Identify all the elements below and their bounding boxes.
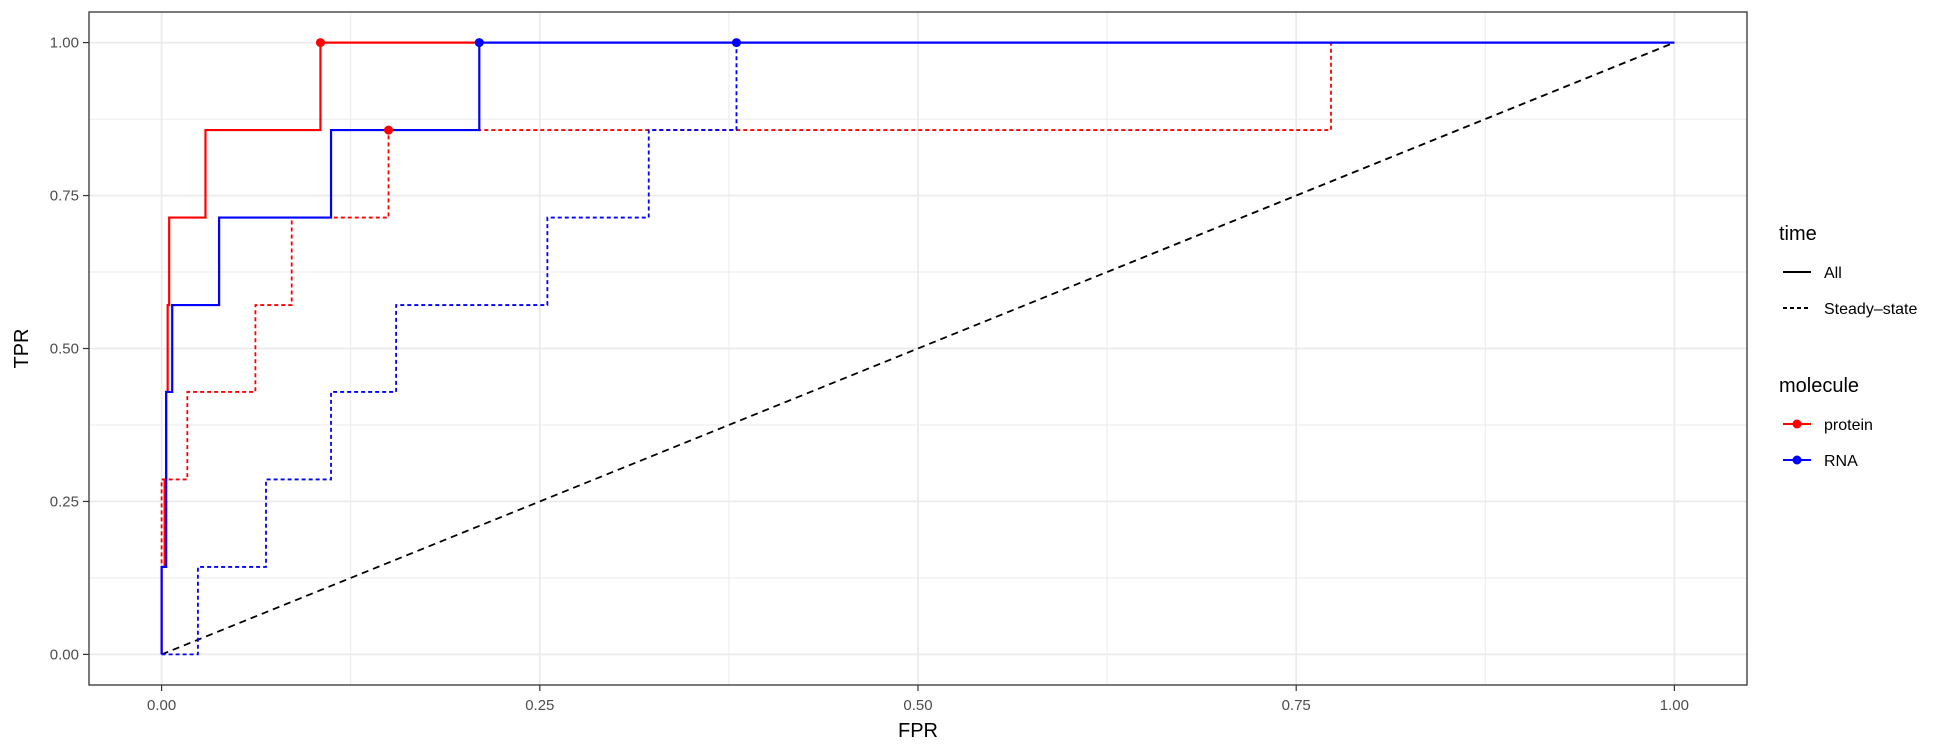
y-axis-ticks: 0.00 0.25 0.50 0.75 1.00 (50, 35, 89, 663)
x-tick-label: 0.25 (525, 697, 554, 714)
roc-curve-rna-all (160, 41, 1675, 655)
roc-series (160, 41, 1675, 656)
y-tick-label: 1.00 (50, 35, 79, 52)
optimal-point-protein-steady-state (384, 125, 394, 135)
y-tick-label: 0.50 (50, 341, 79, 358)
roc-curve-rna-steady-state (161, 41, 1675, 656)
y-tick-label: 0.75 (50, 188, 79, 205)
y-tick-label: 0.25 (50, 493, 79, 510)
x-tick-label: 0.75 (1282, 697, 1311, 714)
legend-title-time: time (1779, 223, 1817, 245)
series-markers (315, 38, 741, 135)
legend-key-point (1792, 419, 1802, 429)
legend: time All Steady–state molecule protein RNA (1779, 223, 1918, 470)
optimal-point-rna-steady-state (731, 38, 741, 48)
x-tick-label: 0.50 (903, 697, 932, 714)
roc-curve-protein-all (160, 41, 480, 655)
legend-label: Steady–state (1824, 301, 1918, 318)
optimal-point-protein-all (315, 38, 325, 48)
legend-label: protein (1824, 417, 1873, 434)
reference-diagonal (161, 41, 1675, 656)
y-axis-title: TPR (11, 329, 33, 369)
legend-label: RNA (1824, 453, 1858, 470)
x-tick-label: 0.00 (147, 697, 176, 714)
x-axis-title: FPR (898, 720, 938, 742)
legend-title-molecule: molecule (1779, 375, 1859, 397)
legend-label: All (1824, 265, 1842, 282)
optimal-point-rna-all (474, 38, 484, 48)
chance-diagonal-line (161, 41, 1675, 656)
x-axis-ticks: 0.00 0.25 0.50 0.75 1.00 (147, 685, 1689, 714)
legend-key-point (1792, 455, 1802, 465)
roc-curve-protein-steady-state (160, 41, 1675, 655)
y-tick-label: 0.00 (50, 646, 79, 663)
x-tick-label: 1.00 (1660, 697, 1689, 714)
